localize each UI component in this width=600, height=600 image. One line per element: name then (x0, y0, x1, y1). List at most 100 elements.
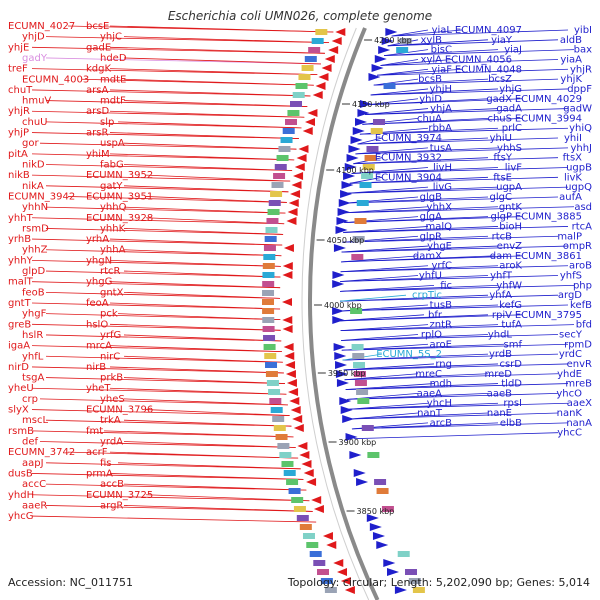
gene-label: envR (567, 359, 592, 370)
gene-connector (109, 132, 299, 139)
gene-label: aroE (430, 339, 452, 350)
gene-label: yhjR (570, 64, 592, 75)
gene-connector (359, 127, 569, 135)
reverse-gene-mark (297, 442, 308, 450)
annotation-band (287, 110, 300, 116)
annotation-band (353, 371, 366, 377)
gene-label: yiaY (491, 35, 513, 46)
reverse-gene-mark (286, 379, 297, 387)
gene-connector (109, 366, 284, 374)
gene-label: yhhX (427, 202, 453, 213)
gene-label: malP (557, 231, 582, 242)
gene-connector (117, 121, 302, 129)
gene-connector (357, 137, 559, 145)
gene-label: tusA (430, 143, 452, 154)
gene-connector (109, 302, 281, 310)
gene-connector (39, 398, 288, 406)
forward-gene-mark (383, 559, 396, 567)
reverse-gene-mark (331, 37, 342, 45)
gene-connector (123, 100, 308, 107)
gene-label: ECUMN_5S_2 (376, 349, 442, 360)
gene-label: feoB (22, 287, 45, 298)
gene-connector (355, 147, 429, 155)
gene-connector (351, 422, 499, 430)
annotation-band (308, 47, 321, 53)
forward-gene-mark (332, 316, 345, 324)
annotation-band (262, 272, 275, 278)
gene-connector (123, 185, 289, 193)
forward-gene-mark (340, 190, 353, 198)
gene-label: gadX (486, 94, 512, 105)
gene-connector (345, 383, 435, 390)
annotation-band (352, 353, 365, 359)
gene-label: uspA (100, 138, 125, 149)
gene-label: yiaJ (504, 45, 522, 56)
reverse-gene-mark (290, 190, 301, 198)
gene-connector (380, 59, 419, 66)
gene-connector (31, 409, 290, 416)
annotation-band (268, 389, 281, 395)
gene-label: chuT (8, 85, 33, 96)
annotation-band (370, 128, 383, 134)
gene-connector (353, 157, 559, 165)
gene-label: yrdC (559, 349, 582, 360)
forward-gene-mark (353, 469, 366, 477)
gene-connector (39, 441, 296, 448)
gene-label: yhfU (419, 271, 442, 282)
gene-label: yibI (574, 25, 592, 36)
gene-connector (31, 473, 304, 480)
gene-connector (123, 505, 313, 512)
gene-label: bisC (431, 45, 452, 56)
annotation-band (280, 137, 293, 143)
gene-label: yhhZ (22, 245, 48, 256)
annotation-band (264, 353, 277, 359)
gene-label: arsD (86, 106, 109, 117)
gene-connector (123, 164, 293, 171)
gene-label: igaA (8, 341, 30, 352)
forward-gene-mark (335, 361, 348, 369)
gene-label: yiaF (431, 64, 452, 75)
gene-connector (109, 323, 281, 331)
gene-connector (340, 275, 559, 282)
gene-connector (45, 206, 286, 214)
gene-connector (45, 505, 313, 512)
gene-connector (364, 108, 569, 115)
gene-connector (145, 196, 287, 203)
gene-label: elbB (500, 418, 522, 429)
forward-gene-mark (332, 280, 345, 288)
annotation-band (350, 308, 363, 314)
gene-label: aaeA (417, 388, 442, 399)
gene-label: aroB (569, 261, 592, 272)
gene-label: yhhK (100, 223, 126, 234)
gene-connector (145, 174, 291, 182)
gene-connector (370, 88, 429, 96)
gene-connector (341, 255, 419, 263)
gene-label: slp (100, 117, 114, 128)
gene-connector (377, 68, 429, 76)
reverse-gene-mark (328, 46, 339, 54)
annotation-band (366, 146, 379, 152)
gene-connector (340, 265, 429, 273)
gene-connector (347, 392, 559, 400)
gene-connector (345, 383, 569, 390)
gene-label: ECUMN_3974 (375, 133, 442, 144)
gene-connector (45, 483, 307, 491)
gene-label: fic (440, 280, 452, 291)
gene-label: nirB (86, 362, 106, 373)
reverse-gene-mark (326, 541, 337, 549)
reverse-gene-mark (344, 586, 355, 594)
kbp-label: 3950 kbp (328, 369, 366, 378)
gene-connector (109, 345, 282, 353)
gene-label: ECUMN_4097 (455, 25, 522, 36)
gene-connector (31, 302, 281, 310)
gene-connector (340, 304, 569, 312)
kbp-label: 4100 kbp (336, 166, 374, 175)
annotation-band (302, 533, 315, 539)
gene-connector (343, 226, 499, 233)
annotation-band (263, 344, 276, 350)
forward-gene-mark (333, 343, 346, 351)
gene-label: tldD (501, 379, 522, 390)
gene-connector (45, 164, 293, 171)
gene-connector (367, 98, 489, 106)
gene-label: ECUMN_3885 (515, 212, 582, 223)
